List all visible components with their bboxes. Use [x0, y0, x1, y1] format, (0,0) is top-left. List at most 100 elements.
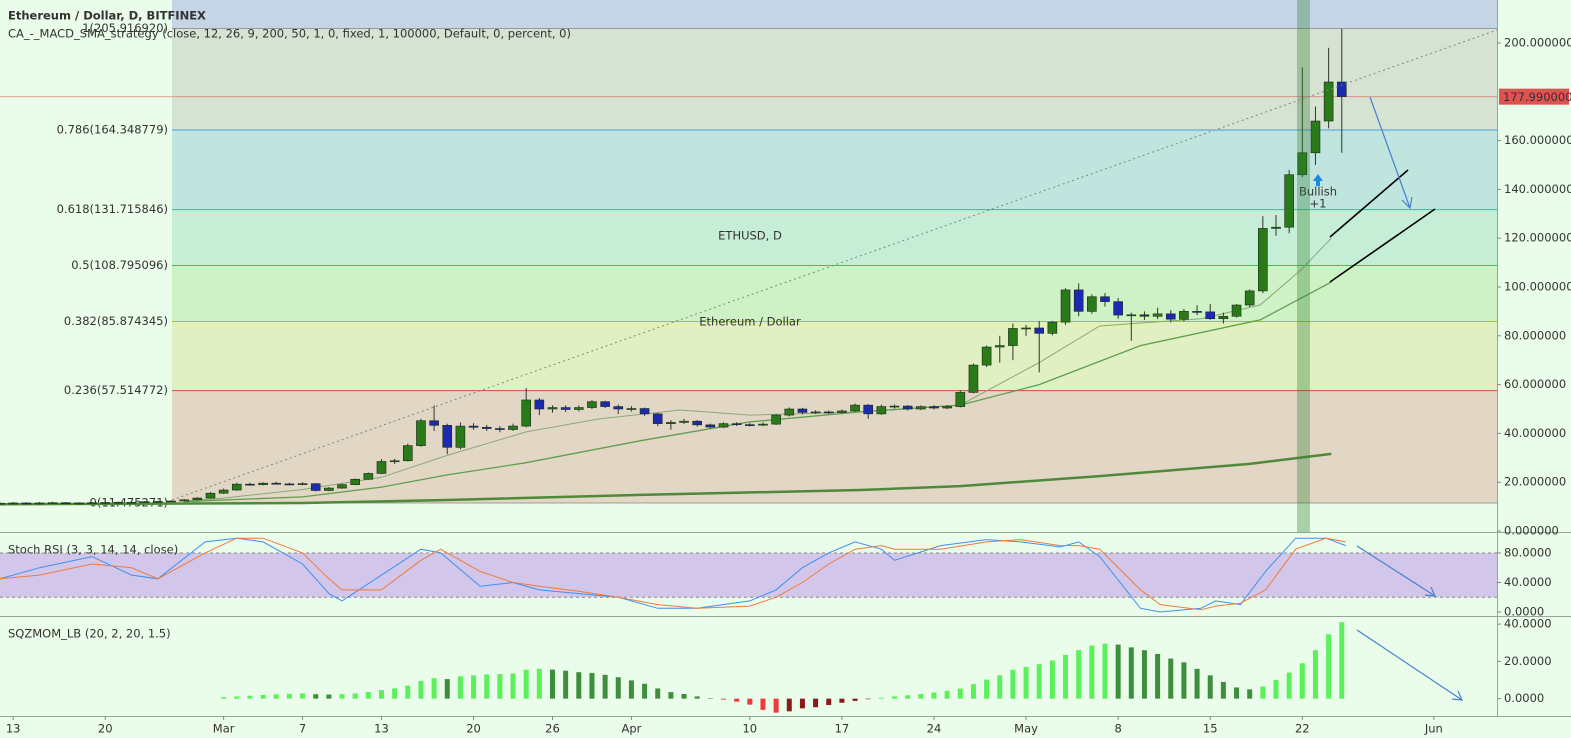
momentum-bar: [523, 669, 529, 699]
momentum-bar: [549, 669, 555, 699]
momentum-bar: [602, 674, 608, 699]
momentum-bar: [615, 677, 621, 699]
pane-title: SQZMOM_LB (20, 2, 20, 1.5): [8, 627, 171, 641]
candle-body: [416, 420, 426, 446]
momentum-bar: [628, 680, 634, 699]
plot-layer: 1(205.916920) 0.786(164.348779) 0.618(131.…: [0, 0, 1497, 713]
highlight-band: [1297, 0, 1310, 532]
x-tick-label: 13: [6, 722, 21, 736]
candle-body: [284, 483, 295, 486]
momentum-bar: [431, 678, 437, 699]
candle-body: [47, 502, 58, 505]
momentum-bar: [339, 694, 345, 699]
candle-body: [692, 420, 702, 426]
candle-body: [126, 501, 137, 504]
momentum-bar: [786, 698, 792, 712]
last-price-label: 177.990000: [1503, 90, 1571, 104]
x-tick-label: May: [1014, 722, 1038, 736]
candle-body: [363, 473, 374, 480]
candle-body: [981, 346, 992, 366]
candle-body: [1284, 174, 1294, 228]
y-tick-label: 40.000000: [1504, 426, 1566, 440]
candle-body: [666, 422, 676, 424]
momentum-bar: [260, 694, 266, 699]
candle-body: [876, 406, 887, 415]
candle-body: [60, 502, 71, 505]
candle-body: [1139, 314, 1150, 317]
candle-body: [1205, 311, 1216, 320]
fib-label: 0.236(57.514772): [64, 383, 168, 397]
candle-body: [626, 408, 637, 410]
candle-body: [837, 410, 847, 413]
momentum-bar: [1168, 658, 1174, 699]
momentum-bar: [1312, 650, 1318, 699]
candle-body: [718, 423, 729, 428]
band: [0, 552, 1497, 598]
momentum-bar: [1049, 660, 1055, 699]
candle-body: [705, 424, 716, 428]
candle-body: [389, 460, 400, 463]
candle-body: [179, 499, 189, 502]
momentum-bar: [1273, 680, 1279, 699]
candle-body: [560, 407, 571, 410]
candle-body: [468, 425, 479, 428]
candle-body: [139, 501, 150, 504]
momentum-bar: [1260, 686, 1266, 699]
x-tick-label: 8: [1114, 722, 1121, 736]
series-line: [0, 452, 1332, 506]
momentum-bar: [642, 683, 648, 699]
momentum-bar: [471, 675, 477, 699]
y-tick-label: 120.000000: [1504, 231, 1571, 245]
candle-body: [455, 425, 466, 448]
y-tick-label: 80.0000: [1504, 545, 1552, 559]
momentum-bar: [457, 676, 463, 699]
arrow: [1356, 545, 1436, 597]
candle-body: [350, 478, 360, 485]
candle-body: [1126, 314, 1137, 317]
chart-title: Ethereum / Dollar, D, BITFINEX: [8, 9, 206, 23]
candle-body: [271, 482, 282, 485]
momentum-bar: [510, 673, 516, 699]
candle-body: [1152, 313, 1163, 317]
y-tick-label: 160.000000: [1504, 133, 1571, 147]
candle-body: [929, 406, 939, 409]
momentum-bar: [970, 684, 976, 699]
momentum-bar: [997, 675, 1003, 699]
y-tick-label: 0.000000: [1504, 524, 1559, 538]
candle-body: [574, 407, 584, 410]
candle-body: [784, 408, 795, 416]
candle-body: [955, 392, 966, 407]
momentum-bar: [905, 695, 911, 699]
momentum-bar: [589, 672, 595, 699]
y-tick-label: 40.0000: [1504, 575, 1552, 589]
candle-body: [823, 411, 834, 414]
momentum-bar: [1102, 643, 1108, 699]
candle-body: [1100, 296, 1110, 302]
fib-label: 1(205.916920): [82, 21, 168, 35]
fib-band: [172, 390, 1497, 504]
fib-label: 0.5(108.795096): [71, 258, 168, 272]
candle-body: [74, 502, 84, 505]
candle-body: [1087, 296, 1097, 312]
signal-label: +1: [1310, 197, 1327, 211]
candle-body: [652, 413, 663, 424]
momentum-bar: [1234, 687, 1240, 699]
momentum-bar: [681, 694, 687, 699]
momentum-bar: [365, 692, 371, 699]
y-tick-label: 60.000000: [1504, 377, 1566, 391]
momentum-bar: [1155, 653, 1161, 699]
x-tick-label: 24: [927, 722, 942, 736]
momentum-bar: [826, 698, 832, 705]
momentum-bar: [773, 698, 779, 713]
momentum-bar: [405, 685, 411, 699]
momentum-bar: [944, 690, 950, 699]
y-tick-label: 200.000000: [1504, 35, 1571, 49]
momentum-bar: [418, 680, 424, 699]
candle-body: [639, 408, 650, 415]
candle-body: [1060, 289, 1071, 323]
momentum-bar: [1326, 634, 1332, 699]
candle-body: [0, 502, 5, 505]
momentum-bar: [392, 688, 398, 699]
candle-body: [758, 423, 768, 426]
momentum-bar: [378, 690, 384, 699]
